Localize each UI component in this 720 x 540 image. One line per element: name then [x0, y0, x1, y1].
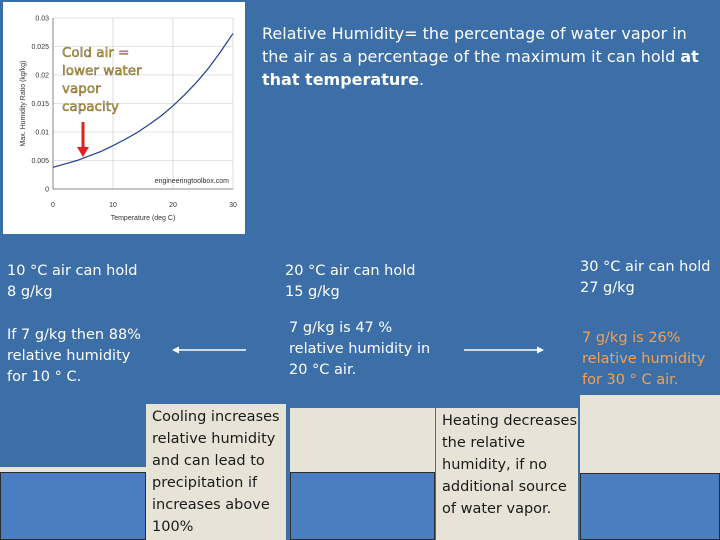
arrow-left-icon [172, 346, 246, 354]
capacity-30c: 30 °C air can hold 27 g/kg [580, 259, 711, 296]
right-panel [580, 473, 720, 540]
definition-tail: . [419, 70, 425, 89]
middle-panel [290, 472, 435, 540]
capacity-20c: 20 °C air can hold 15 g/kg [285, 263, 416, 300]
middle-panel-top [290, 408, 435, 472]
left-panel-top [0, 467, 146, 472]
x-tick-label: 20 [169, 202, 177, 209]
rh-10c: If 7 g/kg then 88% relative humidity for… [7, 327, 141, 385]
humidity-chart: 0 0.005 0.01 0.015 0.02 0.025 0.03 0 10 20 30 Tempe… [3, 2, 245, 234]
rh-20c: 7 g/kg is 47 % relative humidity in 20 °… [289, 320, 431, 378]
chart-watermark: engineeringtoolbox.com [155, 178, 229, 185]
y-tick-label: 0.03 [35, 16, 49, 23]
heating-note: Heating decreases the relative humidity,… [436, 408, 578, 540]
x-tick-label: 10 [109, 202, 117, 209]
rh-30c: 7 g/kg is 26% relative humidity for 30 °… [582, 330, 706, 388]
arrow-right-icon [464, 346, 544, 354]
chart-svg: 0 0.005 0.01 0.015 0.02 0.025 0.03 0 10 20 30 Tempe… [20, 16, 237, 223]
cooling-note: Cooling increases relative humidity and … [146, 404, 286, 540]
right-panel-top [580, 395, 720, 473]
definition-lead: Relative Humidity= the percentage of wat… [262, 24, 687, 66]
x-axis-title: Temperature (deg C) [111, 215, 176, 222]
y-tick-label: 0.025 [31, 44, 49, 51]
x-tick-label: 30 [229, 202, 237, 209]
capacity-10c: 10 °C air can hold 8 g/kg [7, 263, 138, 300]
red-arrow-head [77, 147, 89, 157]
y-axis-title: Max. Humidity Ratio (kg/kg) [20, 61, 27, 147]
left-panel [0, 472, 146, 540]
chart-annotation: Cold air = lower water vapor capacity [62, 45, 142, 115]
y-tick-label: 0.015 [31, 101, 49, 108]
y-tick-label: 0.02 [35, 73, 49, 80]
series-line [52, 33, 234, 168]
y-tick-label: 0 [45, 187, 49, 194]
definition-emphasis: at that temperature [262, 47, 699, 89]
y-tick-label: 0.01 [35, 130, 49, 137]
x-tick-label: 0 [51, 202, 55, 209]
y-tick-label: 0.005 [31, 158, 49, 165]
rh-definition: Relative Humidity= the percentage of wat… [262, 22, 707, 91]
